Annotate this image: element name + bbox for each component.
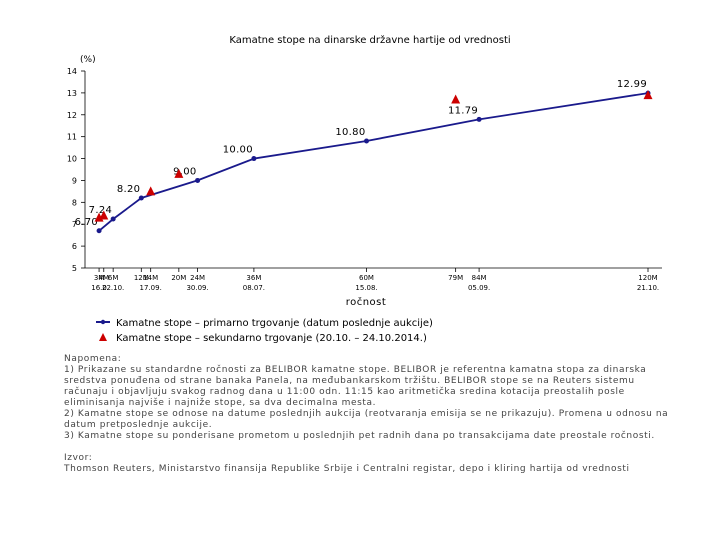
x-date-label: 22.10. [102, 284, 124, 292]
x-tick-label: 4M [99, 274, 110, 282]
primary-data-label: 9.00 [173, 166, 196, 177]
x-tick-label: 12M [134, 274, 149, 282]
primary-data-point [96, 228, 102, 234]
y-axis-label: (%) [80, 55, 96, 65]
primary-data-label: 10.80 [335, 127, 365, 138]
y-axis-ticks: 5 6 7 8 9 10 11 12 13 14 [67, 67, 85, 273]
secondary-data-point [451, 94, 461, 104]
x-date-label: 05.09. [468, 284, 490, 292]
x-date-label: 15.08. [355, 284, 377, 292]
x-tick-label: 60M [359, 274, 374, 282]
primary-data-label: 8.20 [117, 184, 140, 195]
note-1: 1) Prikazane su standardne ročnosti za B… [64, 365, 647, 408]
y-tick-label: 9 [72, 176, 77, 185]
y-tick-label: 6 [72, 242, 77, 251]
y-tick-label: 14 [67, 67, 77, 76]
y-tick-label: 12 [67, 111, 77, 120]
x-tick-label: 20M [171, 274, 186, 282]
primary-data-label: 12.99 [617, 79, 647, 90]
primary-data-point [138, 195, 144, 201]
x-tick-label: 24M [190, 274, 205, 282]
x-date-label: 16.0 [91, 284, 107, 292]
note-3: 3) Kamatne stope su ponderisane prometom… [64, 431, 655, 441]
primary-data-label: 6.70 [75, 217, 98, 228]
chart-title: Kamatne stope na dinarske državne hartij… [229, 34, 510, 46]
secondary-data-point [99, 210, 109, 220]
legend-label-primary: Kamatne stope – primarno trgovanje (datu… [116, 318, 433, 329]
note-2: 2) Kamatne stope se odnose na datume pos… [64, 409, 669, 430]
x-date-label: 08.07. [243, 284, 265, 292]
x-tick-label: 120M [638, 274, 657, 282]
primary-data-point [476, 116, 482, 122]
source-text: Thomson Reuters, Ministarstvo finansija … [64, 464, 630, 474]
x-tick-label: 79M [448, 274, 463, 282]
legend-label-secondary: Kamatne stope – sekundarno trgovanje (20… [116, 333, 427, 344]
y-tick-label: 5 [72, 264, 77, 273]
primary-data-point [110, 216, 116, 222]
legend-triangle-swatch [99, 333, 107, 341]
primary-data-label: 11.79 [448, 105, 478, 116]
y-tick-label: 10 [67, 155, 77, 164]
x-tick-label: 3M [94, 274, 105, 282]
secondary-trading-series [94, 90, 653, 222]
primary-trading-series: 6.707.24 8.20 9.00 10.00 10.80 11.79 12.99 [75, 79, 651, 234]
primary-data-point [364, 138, 369, 144]
x-tick-label: 14M [143, 274, 158, 282]
x-date-label: 17.09. [140, 284, 162, 292]
primary-data-label: 7.24 [89, 205, 112, 216]
x-axis-label: ročnost [346, 296, 387, 308]
primary-data-label: 10.00 [223, 145, 253, 156]
secondary-data-point [146, 186, 156, 196]
legend: Kamatne stope – primarno trgovanje (datu… [96, 318, 433, 344]
x-date-label: 30.09. [186, 284, 208, 292]
notes-heading: Napomena: [64, 354, 122, 364]
source-heading: Izvor: [64, 453, 93, 463]
legend-line-marker [100, 319, 106, 325]
x-date-label: 21.10. [637, 284, 659, 292]
primary-data-point [251, 156, 257, 162]
secondary-data-point [643, 90, 653, 100]
x-tick-label: 6M [108, 274, 119, 282]
y-tick-label: 13 [67, 89, 77, 98]
y-tick-label: 8 [72, 198, 77, 207]
notes-spacer [64, 442, 676, 453]
interest-rate-chart: Kamatne stope na dinarske državne hartij… [67, 34, 662, 344]
notes-section: Napomena: 1) Prikazane su standardne roč… [64, 354, 676, 475]
y-tick-label: 11 [67, 133, 77, 142]
primary-series-line [98, 92, 649, 232]
x-tick-label: 36M [246, 274, 261, 282]
secondary-data-point [174, 168, 184, 178]
y-tick-label: 7 [72, 220, 77, 229]
primary-data-point [195, 177, 201, 183]
x-tick-label: 84M [472, 274, 487, 282]
